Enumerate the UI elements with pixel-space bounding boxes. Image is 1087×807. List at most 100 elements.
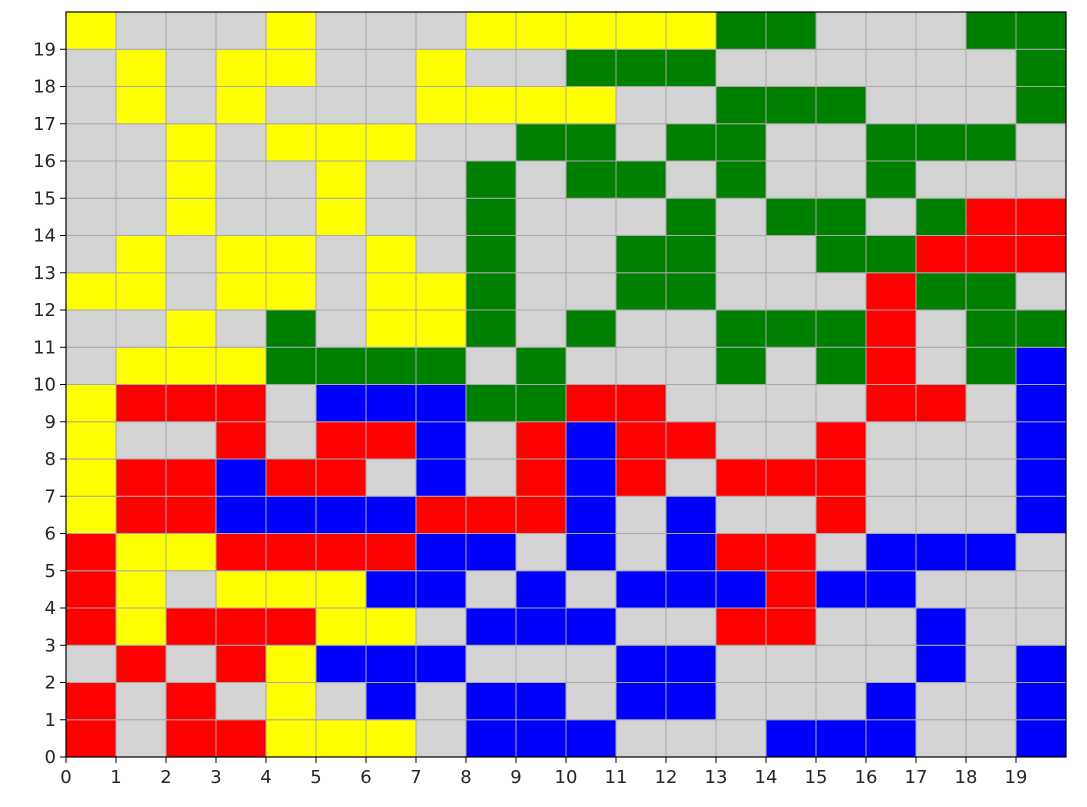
heatmap-cell [915,533,967,572]
heatmap-cell [915,86,967,125]
heatmap-cell [465,384,517,423]
heatmap-cell [415,533,467,572]
heatmap-cell [965,384,1017,423]
heatmap-cell [715,533,767,572]
heatmap-cell [665,160,717,199]
heatmap-cell [365,495,417,534]
heatmap-cell [665,86,717,125]
heatmap-cell [415,607,467,646]
heatmap-cell [465,197,517,236]
heatmap-cell [565,235,617,274]
heatmap-cell [615,682,667,721]
heatmap-cell [315,309,367,348]
heatmap-cell [615,346,667,385]
heatmap-cell [865,272,917,311]
y-tick-label: 18 [33,77,56,98]
heatmap-cell [765,11,817,50]
heatmap-cell [1015,495,1067,534]
heatmap-cell [215,458,267,497]
heatmap-cell [565,719,617,758]
heatmap-cell [415,346,467,385]
heatmap-cell [765,235,817,274]
heatmap-cell [115,272,167,311]
x-tick-label: 14 [755,767,778,788]
heatmap-cell [465,272,517,311]
x-tick-label: 9 [510,767,521,788]
heatmap-cell [465,644,517,683]
heatmap-cell [315,160,367,199]
heatmap-cell [65,123,117,162]
heatmap-cell [665,458,717,497]
heatmap-cell [415,570,467,609]
heatmap-cell [815,235,867,274]
heatmap-cell [365,309,417,348]
heatmap-cell [615,644,667,683]
heatmap-cell [765,570,817,609]
heatmap-cell [1015,272,1067,311]
heatmap-cell [715,458,767,497]
x-axis-ticks: 0 1 2 3 4 5 6 7 8 9 10 11 12 13 14 15 16 17 18 19 [60,757,1027,788]
heatmap-cell [315,644,367,683]
heatmap-cell [315,458,367,497]
y-tick-label: 4 [45,598,56,619]
heatmap-cell [615,48,667,87]
heatmap-cell [165,533,217,572]
heatmap-cell [915,309,967,348]
heatmap-cell [165,644,217,683]
heatmap-cell [165,421,217,460]
heatmap-cell [965,346,1017,385]
heatmap-cell [715,197,767,236]
heatmap-cell [465,421,517,460]
heatmap-cell [115,570,167,609]
heatmap-cell [65,495,117,534]
heatmap-cell [265,644,317,683]
heatmap-cell [715,123,767,162]
heatmap-cell [965,235,1017,274]
heatmap-cell [765,160,817,199]
heatmap-cell [65,458,117,497]
y-tick-label: 11 [33,337,56,358]
heatmap-cell [865,235,917,274]
heatmap-cell [715,272,767,311]
heatmap-cell [965,123,1017,162]
heatmap-cell [565,123,617,162]
heatmap-cell [315,346,367,385]
heatmap-cell [1015,570,1067,609]
heatmap-cell [615,421,667,460]
heatmap-cell [715,48,767,87]
heatmap-cell [765,86,817,125]
heatmap-cell [665,719,717,758]
heatmap-cell [265,309,317,348]
heatmap-cell [365,644,417,683]
heatmap-cell [565,48,617,87]
heatmap-cell [265,235,317,274]
heatmap-cell [315,123,367,162]
heatmap-cell [715,346,767,385]
heatmap-cell [165,272,217,311]
heatmap-cell [465,160,517,199]
heatmap-cell [615,607,667,646]
heatmap-cell [915,272,967,311]
heatmap-cell [65,682,117,721]
heatmap-cell [465,11,517,50]
heatmap-cell [915,682,967,721]
x-tick-label: 11 [605,767,628,788]
heatmap-cell [415,384,467,423]
heatmap-cell [615,458,667,497]
heatmap-cell [415,682,467,721]
heatmap-cell [915,48,967,87]
heatmap-cell [965,719,1017,758]
heatmap-cell [115,682,167,721]
heatmap-cell [165,384,217,423]
heatmap-cell [715,719,767,758]
heatmap-cell [1015,309,1067,348]
heatmap-cell [665,533,717,572]
heatmap-cell [565,160,617,199]
heatmap-cell [165,719,217,758]
heatmap-cell [215,719,267,758]
heatmap-cell [365,533,417,572]
heatmap-cell [1015,421,1067,460]
heatmap-cell [315,495,367,534]
heatmap-cell [815,570,867,609]
heatmap-cell [165,48,217,87]
